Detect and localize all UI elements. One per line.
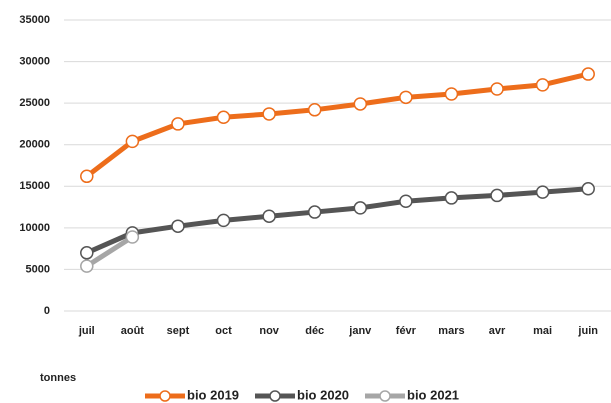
marker xyxy=(353,97,368,111)
marker xyxy=(399,90,413,105)
marker xyxy=(535,185,550,199)
marker xyxy=(490,82,504,96)
x-tick-label: juin xyxy=(577,325,598,337)
x-tick-label: avr xyxy=(489,325,506,337)
marker xyxy=(171,117,185,131)
y-tick-label: 35000 xyxy=(19,14,50,26)
x-tick-label: nov xyxy=(259,325,279,337)
marker xyxy=(353,201,368,215)
marker xyxy=(262,107,276,121)
x-tick-label: déc xyxy=(305,325,324,337)
y-tick-label: 30000 xyxy=(19,55,50,67)
x-tick-label: févr xyxy=(396,325,417,337)
marker xyxy=(399,194,413,209)
marker xyxy=(125,134,140,149)
marker xyxy=(581,67,595,81)
x-tick-label: oct xyxy=(215,325,232,337)
x-tick-label: juil xyxy=(78,325,95,337)
marker xyxy=(307,103,322,117)
legend-label: bio 2020 xyxy=(297,387,349,402)
series-line xyxy=(85,71,589,179)
marker xyxy=(80,246,94,260)
y-axis-label: tonnes xyxy=(40,372,76,384)
legend-label: bio 2019 xyxy=(187,387,239,402)
y-tick-label: 0 xyxy=(44,305,50,317)
x-tick-label: mai xyxy=(533,325,552,337)
x-tick-label: sept xyxy=(167,325,190,337)
legend-marker xyxy=(269,390,281,402)
x-tick-label: janv xyxy=(348,325,372,337)
marker xyxy=(80,259,94,273)
marker xyxy=(80,169,94,184)
marker xyxy=(216,213,231,228)
y-tick-label: 10000 xyxy=(19,222,50,234)
series-line xyxy=(85,234,134,269)
marker xyxy=(444,191,459,205)
legend-marker xyxy=(379,390,391,402)
y-tick-label: 5000 xyxy=(26,263,50,275)
marker xyxy=(490,188,504,203)
x-tick-label: août xyxy=(121,325,145,337)
legend-label: bio 2021 xyxy=(407,387,459,402)
legend-marker xyxy=(159,390,171,402)
y-tick-label: 15000 xyxy=(19,180,50,192)
y-tick-label: 20000 xyxy=(19,139,50,151)
marker xyxy=(262,209,276,223)
marker xyxy=(125,230,140,244)
marker xyxy=(171,219,185,233)
x-tick-label: mars xyxy=(438,325,464,337)
marker xyxy=(581,182,595,196)
marker xyxy=(444,87,459,101)
series-line xyxy=(85,186,589,256)
marker xyxy=(307,205,322,219)
marker xyxy=(535,78,550,92)
marker xyxy=(216,110,231,125)
y-tick-label: 25000 xyxy=(19,97,50,109)
